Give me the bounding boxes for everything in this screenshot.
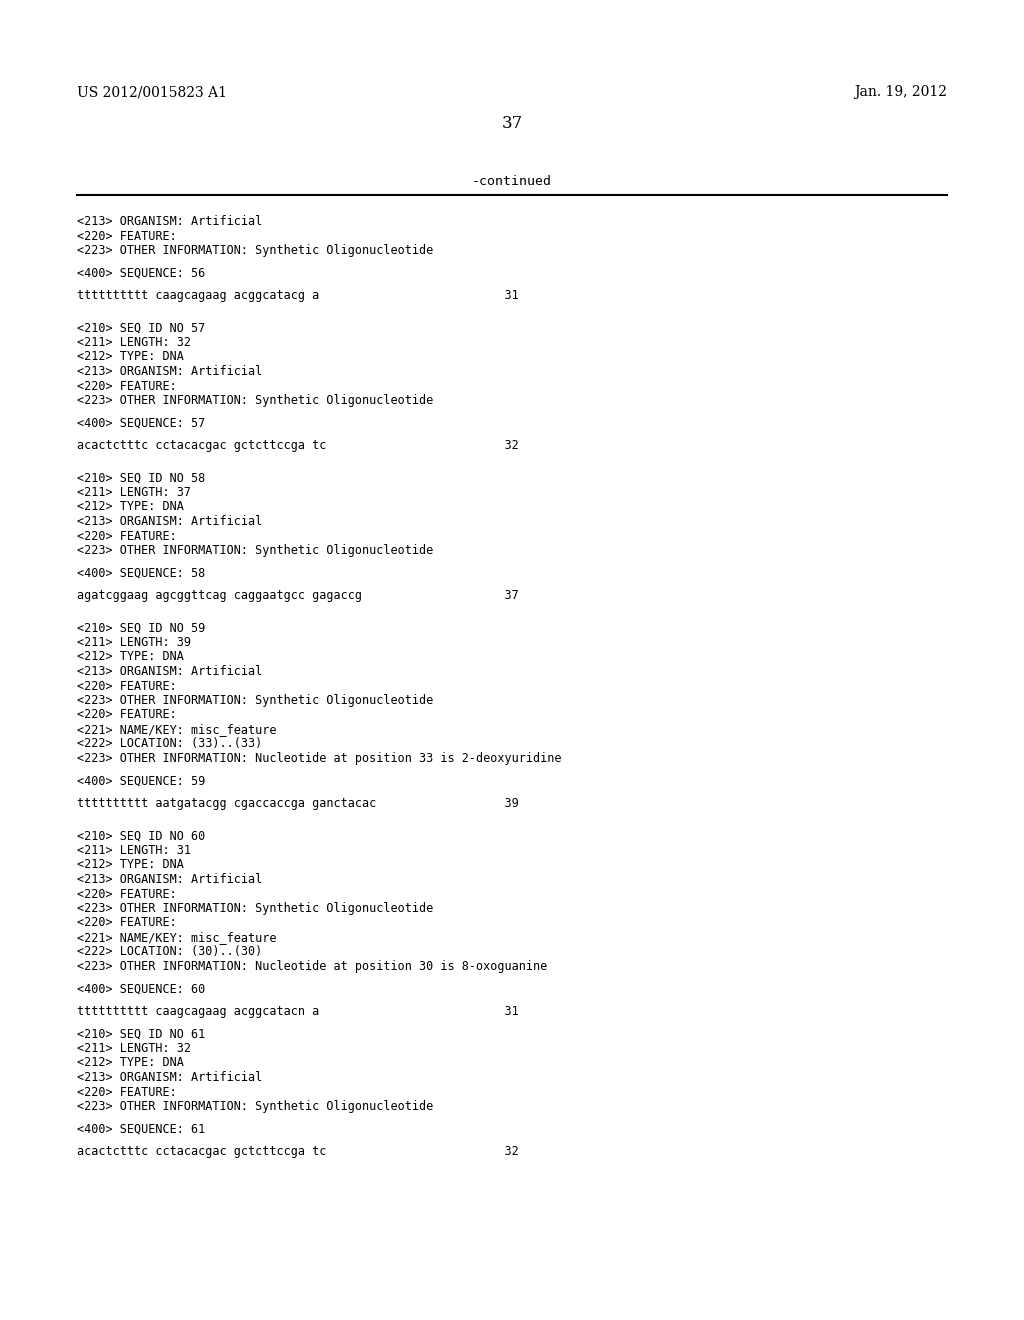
Text: <223> OTHER INFORMATION: Nucleotide at position 30 is 8-oxoguanine: <223> OTHER INFORMATION: Nucleotide at p… bbox=[77, 960, 547, 973]
Text: -continued: -continued bbox=[472, 176, 552, 187]
Text: tttttttttt caagcagaag acggcatacg a                          31: tttttttttt caagcagaag acggcatacg a 31 bbox=[77, 289, 518, 302]
Text: <213> ORGANISM: Artificial: <213> ORGANISM: Artificial bbox=[77, 515, 262, 528]
Text: <223> OTHER INFORMATION: Synthetic Oligonucleotide: <223> OTHER INFORMATION: Synthetic Oligo… bbox=[77, 393, 433, 407]
Text: <220> FEATURE:: <220> FEATURE: bbox=[77, 529, 176, 543]
Text: <220> FEATURE:: <220> FEATURE: bbox=[77, 230, 176, 243]
Text: <210> SEQ ID NO 60: <210> SEQ ID NO 60 bbox=[77, 829, 205, 842]
Text: <213> ORGANISM: Artificial: <213> ORGANISM: Artificial bbox=[77, 665, 262, 678]
Text: <220> FEATURE:: <220> FEATURE: bbox=[77, 887, 176, 900]
Text: <223> OTHER INFORMATION: Nucleotide at position 33 is 2-deoxyuridine: <223> OTHER INFORMATION: Nucleotide at p… bbox=[77, 752, 561, 766]
Text: <212> TYPE: DNA: <212> TYPE: DNA bbox=[77, 858, 183, 871]
Text: <211> LENGTH: 31: <211> LENGTH: 31 bbox=[77, 843, 190, 857]
Text: <223> OTHER INFORMATION: Synthetic Oligonucleotide: <223> OTHER INFORMATION: Synthetic Oligo… bbox=[77, 244, 433, 257]
Text: <212> TYPE: DNA: <212> TYPE: DNA bbox=[77, 500, 183, 513]
Text: <210> SEQ ID NO 58: <210> SEQ ID NO 58 bbox=[77, 471, 205, 484]
Text: <210> SEQ ID NO 61: <210> SEQ ID NO 61 bbox=[77, 1027, 205, 1040]
Text: <213> ORGANISM: Artificial: <213> ORGANISM: Artificial bbox=[77, 1071, 262, 1084]
Text: 37: 37 bbox=[502, 115, 522, 132]
Text: <211> LENGTH: 32: <211> LENGTH: 32 bbox=[77, 337, 190, 348]
Text: <212> TYPE: DNA: <212> TYPE: DNA bbox=[77, 351, 183, 363]
Text: <221> NAME/KEY: misc_feature: <221> NAME/KEY: misc_feature bbox=[77, 723, 276, 737]
Text: <220> FEATURE:: <220> FEATURE: bbox=[77, 380, 176, 392]
Text: <400> SEQUENCE: 57: <400> SEQUENCE: 57 bbox=[77, 417, 205, 429]
Text: tttttttttt aatgatacgg cgaccaccga ganctacac                  39: tttttttttt aatgatacgg cgaccaccga ganctac… bbox=[77, 797, 518, 810]
Text: <220> FEATURE:: <220> FEATURE: bbox=[77, 709, 176, 722]
Text: <400> SEQUENCE: 56: <400> SEQUENCE: 56 bbox=[77, 267, 205, 280]
Text: agatcggaag agcggttcag caggaatgcc gagaccg                    37: agatcggaag agcggttcag caggaatgcc gagaccg… bbox=[77, 589, 518, 602]
Text: <210> SEQ ID NO 59: <210> SEQ ID NO 59 bbox=[77, 622, 205, 635]
Text: acactctttc cctacacgac gctcttccga tc                         32: acactctttc cctacacgac gctcttccga tc 32 bbox=[77, 440, 518, 451]
Text: <211> LENGTH: 32: <211> LENGTH: 32 bbox=[77, 1041, 190, 1055]
Text: <220> FEATURE:: <220> FEATURE: bbox=[77, 680, 176, 693]
Text: <211> LENGTH: 39: <211> LENGTH: 39 bbox=[77, 636, 190, 649]
Text: <400> SEQUENCE: 61: <400> SEQUENCE: 61 bbox=[77, 1122, 205, 1135]
Text: <213> ORGANISM: Artificial: <213> ORGANISM: Artificial bbox=[77, 215, 262, 228]
Text: <223> OTHER INFORMATION: Synthetic Oligonucleotide: <223> OTHER INFORMATION: Synthetic Oligo… bbox=[77, 902, 433, 915]
Text: <220> FEATURE:: <220> FEATURE: bbox=[77, 1085, 176, 1098]
Text: <213> ORGANISM: Artificial: <213> ORGANISM: Artificial bbox=[77, 366, 262, 378]
Text: tttttttttt caagcagaag acggcatacn a                          31: tttttttttt caagcagaag acggcatacn a 31 bbox=[77, 1005, 518, 1018]
Text: <400> SEQUENCE: 58: <400> SEQUENCE: 58 bbox=[77, 566, 205, 579]
Text: <400> SEQUENCE: 60: <400> SEQUENCE: 60 bbox=[77, 982, 205, 995]
Text: <211> LENGTH: 37: <211> LENGTH: 37 bbox=[77, 486, 190, 499]
Text: <222> LOCATION: (33)..(33): <222> LOCATION: (33)..(33) bbox=[77, 738, 262, 751]
Text: <400> SEQUENCE: 59: <400> SEQUENCE: 59 bbox=[77, 775, 205, 788]
Text: <210> SEQ ID NO 57: <210> SEQ ID NO 57 bbox=[77, 322, 205, 334]
Text: <213> ORGANISM: Artificial: <213> ORGANISM: Artificial bbox=[77, 873, 262, 886]
Text: <212> TYPE: DNA: <212> TYPE: DNA bbox=[77, 1056, 183, 1069]
Text: <220> FEATURE:: <220> FEATURE: bbox=[77, 916, 176, 929]
Text: <222> LOCATION: (30)..(30): <222> LOCATION: (30)..(30) bbox=[77, 945, 262, 958]
Text: <221> NAME/KEY: misc_feature: <221> NAME/KEY: misc_feature bbox=[77, 931, 276, 944]
Text: <223> OTHER INFORMATION: Synthetic Oligonucleotide: <223> OTHER INFORMATION: Synthetic Oligo… bbox=[77, 544, 433, 557]
Text: <223> OTHER INFORMATION: Synthetic Oligonucleotide: <223> OTHER INFORMATION: Synthetic Oligo… bbox=[77, 1100, 433, 1113]
Text: Jan. 19, 2012: Jan. 19, 2012 bbox=[854, 84, 947, 99]
Text: acactctttc cctacacgac gctcttccga tc                         32: acactctttc cctacacgac gctcttccga tc 32 bbox=[77, 1144, 518, 1158]
Text: <223> OTHER INFORMATION: Synthetic Oligonucleotide: <223> OTHER INFORMATION: Synthetic Oligo… bbox=[77, 694, 433, 708]
Text: US 2012/0015823 A1: US 2012/0015823 A1 bbox=[77, 84, 226, 99]
Text: <212> TYPE: DNA: <212> TYPE: DNA bbox=[77, 651, 183, 664]
